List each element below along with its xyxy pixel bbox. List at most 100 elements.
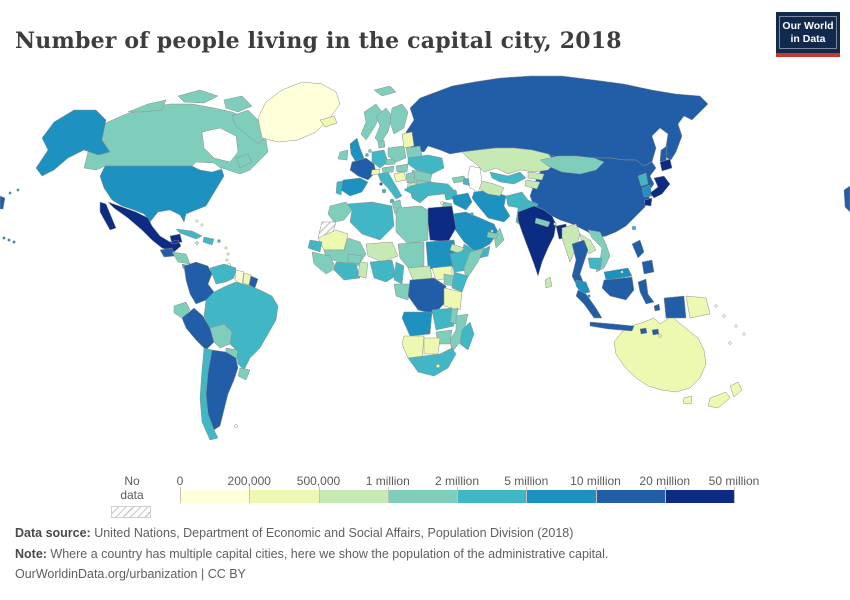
country-honduras-nicaragua[interactable] — [171, 251, 191, 265]
country-south-korea[interactable] — [641, 184, 653, 198]
country-canada-baffin[interactable] — [231, 109, 269, 145]
country-mexico[interactable] — [99, 201, 183, 253]
country-norway[interactable] — [360, 103, 383, 141]
country-nigeria[interactable] — [369, 259, 397, 283]
country-cuba[interactable] — [175, 228, 203, 240]
legend-segment[interactable] — [249, 490, 319, 503]
country-netherlands[interactable] — [368, 149, 372, 153]
country-morocco[interactable] — [327, 201, 353, 223]
country-algeria[interactable] — [347, 201, 395, 241]
country-canada-arctic3[interactable] — [223, 95, 253, 113]
country-gabon-congo[interactable] — [393, 283, 411, 301]
country-nepal[interactable] — [534, 217, 551, 228]
country-svalbard[interactable] — [373, 85, 397, 97]
credit-line[interactable]: OurWorldinData.org/urbanization | CC BY — [15, 567, 246, 581]
country-italy[interactable] — [377, 171, 403, 200]
country-japan[interactable] — [643, 158, 673, 207]
country-ivory-coast-ghana[interactable] — [333, 261, 361, 281]
country-french-guiana[interactable] — [248, 275, 259, 289]
country-mongolia[interactable] — [539, 155, 605, 175]
country-argentina[interactable] — [205, 349, 239, 431]
country-malaysia[interactable] — [575, 267, 633, 295]
country-belgium[interactable] — [365, 153, 369, 157]
country-puerto-rico[interactable] — [217, 239, 221, 243]
country-egypt[interactable] — [427, 205, 457, 243]
country-bolivia[interactable] — [209, 323, 233, 349]
legend-segment[interactable] — [526, 490, 596, 503]
country-germany[interactable] — [371, 149, 389, 169]
country-papua-new-guinea[interactable] — [685, 295, 711, 319]
country-bhutan[interactable] — [553, 222, 557, 226]
country-uzbekistan[interactable] — [489, 171, 527, 185]
country-angola[interactable] — [401, 311, 433, 337]
country-philippines[interactable] — [631, 239, 655, 275]
country-usa-aleutians2[interactable] — [8, 191, 12, 195]
country-tanzania[interactable] — [443, 287, 463, 311]
country-ukraine[interactable] — [407, 154, 445, 175]
country-sri-lanka[interactable] — [544, 276, 553, 289]
legend-segment[interactable] — [387, 490, 457, 503]
country-poland[interactable] — [387, 145, 407, 163]
country-uk[interactable] — [349, 137, 365, 163]
country-usa-hawaii2[interactable] — [7, 238, 11, 242]
country-cyprus[interactable] — [440, 201, 444, 205]
country-north-korea[interactable] — [637, 172, 649, 187]
country-dr-congo[interactable] — [407, 277, 447, 315]
country-chile[interactable] — [199, 347, 219, 441]
country-spain[interactable] — [340, 177, 369, 197]
country-canada-arctic1[interactable] — [127, 99, 167, 113]
country-lesotho[interactable] — [435, 363, 441, 369]
country-brunei[interactable] — [620, 270, 624, 274]
legend-no-data[interactable]: No data — [111, 474, 153, 518]
country-turkey[interactable] — [403, 181, 455, 197]
country-ireland[interactable] — [337, 149, 349, 161]
country-pacific3[interactable] — [734, 324, 738, 328]
country-guinea[interactable] — [311, 251, 337, 275]
country-sweden[interactable] — [374, 107, 393, 145]
country-timor[interactable] — [658, 334, 662, 338]
country-croatia-bosnia[interactable] — [393, 171, 407, 183]
country-qatar[interactable] — [490, 229, 494, 233]
country-denmark[interactable] — [377, 139, 386, 149]
country-usa-alaska[interactable] — [35, 109, 111, 177]
country-pacific4[interactable] — [742, 332, 746, 336]
country-kuwait[interactable] — [470, 212, 474, 216]
country-uruguay[interactable] — [237, 367, 251, 381]
legend-bar[interactable]: 0 200,000 500,000 1 million 2 million 5 milli… — [177, 474, 759, 503]
country-ecuador[interactable] — [173, 301, 191, 319]
country-usa[interactable] — [99, 165, 225, 223]
country-canada-arctic2[interactable] — [177, 89, 219, 104]
country-italy-sardinia[interactable] — [381, 188, 387, 194]
country-falkland[interactable] — [234, 424, 238, 428]
legend-segment[interactable] — [595, 490, 665, 503]
legend-segment[interactable] — [664, 490, 734, 503]
country-lesser-antilles2[interactable] — [226, 252, 230, 256]
country-greenland[interactable] — [257, 81, 341, 143]
country-iraq[interactable] — [451, 192, 473, 211]
country-taiwan[interactable] — [631, 225, 637, 231]
country-thailand[interactable] — [571, 239, 589, 289]
country-kyrgyzstan[interactable] — [527, 171, 545, 181]
country-pacific1[interactable] — [714, 304, 718, 308]
legend-segment[interactable] — [318, 490, 388, 503]
country-somalia[interactable] — [463, 247, 485, 281]
map-edge-fragment-right[interactable] — [843, 185, 850, 213]
country-cameroon[interactable] — [393, 261, 405, 285]
country-usa-hawaii3[interactable] — [12, 240, 16, 244]
country-hispaniola[interactable] — [202, 236, 215, 246]
owid-logo[interactable]: Our World in Data — [776, 12, 840, 58]
country-pacific2[interactable] — [722, 314, 726, 318]
country-botswana[interactable] — [423, 337, 441, 355]
country-venezuela[interactable] — [209, 263, 237, 285]
map-edge-fragment-left[interactable] — [0, 195, 6, 210]
country-indonesia[interactable] — [575, 276, 687, 336]
country-bahamas[interactable] — [195, 219, 199, 223]
country-tajikistan[interactable] — [524, 179, 541, 190]
country-senegal[interactable] — [307, 239, 323, 253]
country-bahamas2[interactable] — [200, 223, 204, 227]
country-australia[interactable] — [613, 315, 707, 393]
country-hungary[interactable] — [395, 163, 409, 173]
country-lesser-antilles1[interactable] — [224, 246, 228, 250]
country-niger[interactable] — [365, 241, 399, 263]
